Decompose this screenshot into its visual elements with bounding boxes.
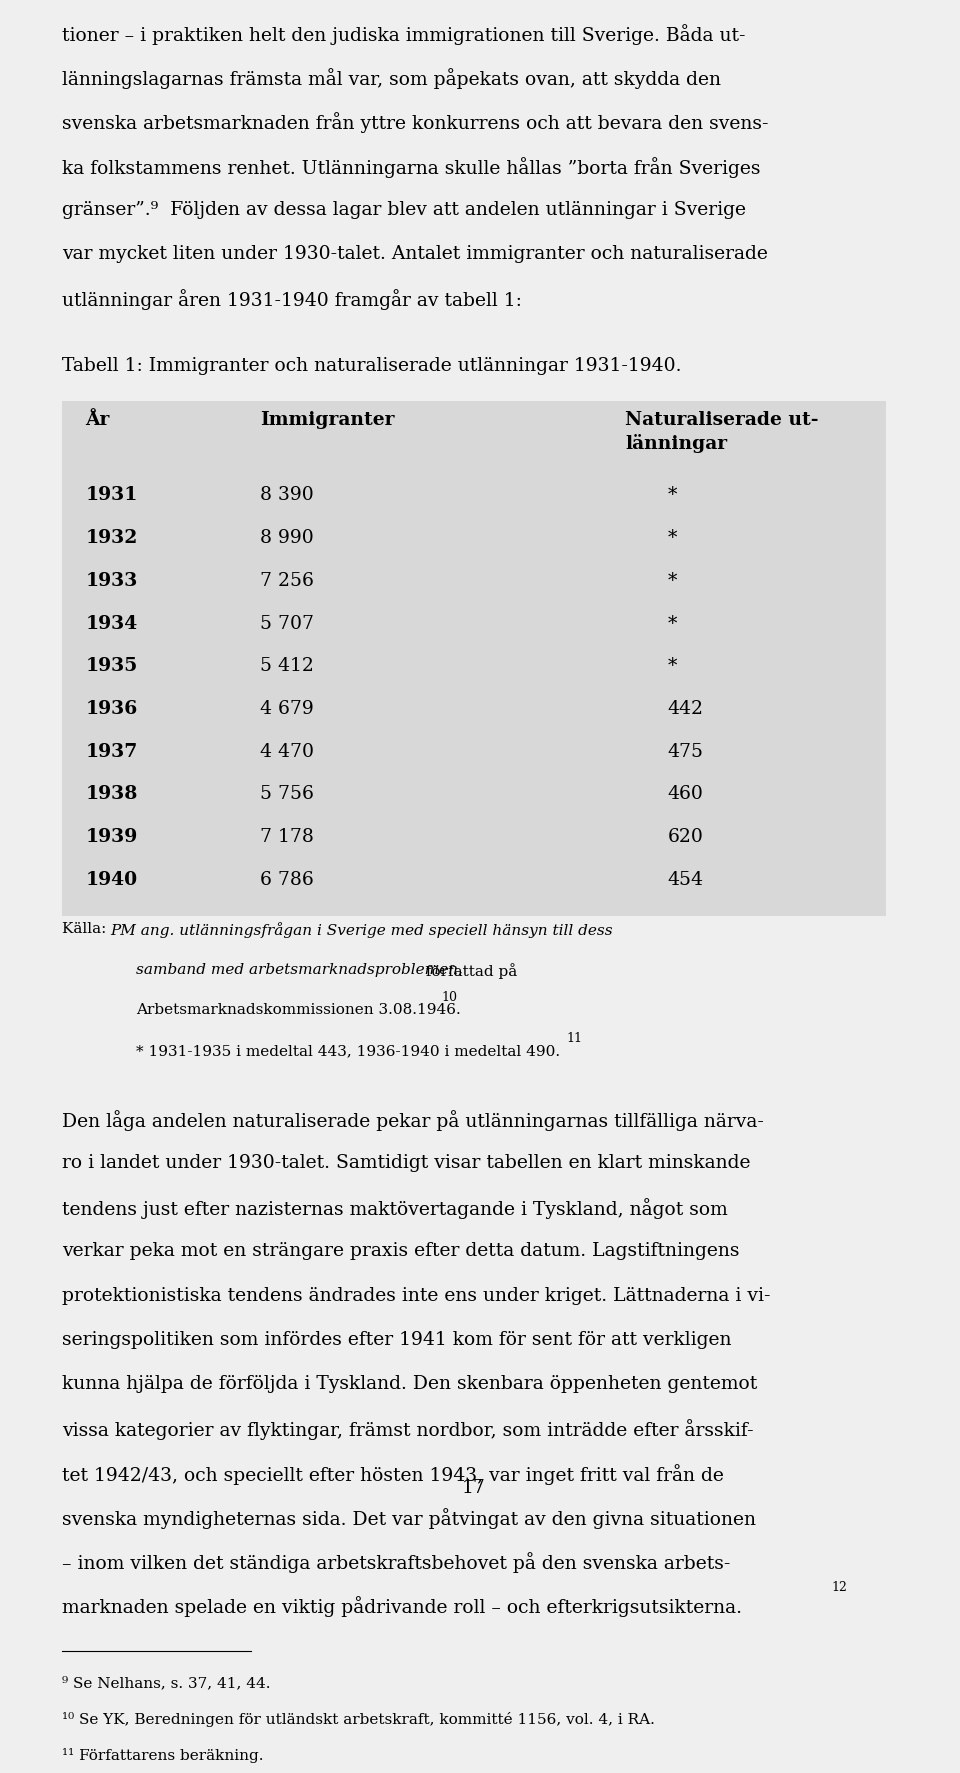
Text: ro i landet under 1930-talet. Samtidigt visar tabellen en klart minskande: ro i landet under 1930-talet. Samtidigt … bbox=[61, 1154, 750, 1172]
Text: *: * bbox=[668, 528, 677, 546]
Text: 1938: 1938 bbox=[85, 785, 137, 803]
Text: – inom vilken det ständiga arbetskraftsbehovet på den svenska arbets-: – inom vilken det ständiga arbetskraftsb… bbox=[61, 1551, 730, 1573]
Text: 5 412: 5 412 bbox=[260, 656, 314, 676]
Text: 7 256: 7 256 bbox=[260, 571, 314, 589]
Text: 1933: 1933 bbox=[85, 571, 137, 589]
Text: svenska arbetsmarknaden från yttre konkurrens och att bevara den svens-: svenska arbetsmarknaden från yttre konku… bbox=[61, 112, 768, 133]
Text: 442: 442 bbox=[668, 700, 704, 718]
Text: Arbetsmarknadskommissionen 3.08.1946.: Arbetsmarknadskommissionen 3.08.1946. bbox=[136, 1004, 461, 1018]
Text: ¹¹ Författarens beräkning.: ¹¹ Författarens beräkning. bbox=[61, 1748, 263, 1762]
Text: 6 786: 6 786 bbox=[260, 871, 314, 888]
Text: seringspolitiken som infördes efter 1941 kom för sent för att verkligen: seringspolitiken som infördes efter 1941… bbox=[61, 1330, 732, 1347]
Text: 1935: 1935 bbox=[85, 656, 137, 676]
Text: marknaden spelade en viktig pådrivande roll – och efterkrigsutsikterna.: marknaden spelade en viktig pådrivande r… bbox=[61, 1596, 741, 1617]
Text: Källa:: Källa: bbox=[61, 922, 110, 936]
Text: verkar peka mot en strängare praxis efter detta datum. Lagstiftningens: verkar peka mot en strängare praxis efte… bbox=[61, 1241, 739, 1261]
Text: ka folkstammens renhet. Utlänningarna skulle hållas ”borta från Sveriges: ka folkstammens renhet. Utlänningarna sk… bbox=[61, 156, 760, 177]
Text: ⁹ Se Nelhans, s. 37, 41, 44.: ⁹ Se Nelhans, s. 37, 41, 44. bbox=[61, 1675, 270, 1690]
Text: var mycket liten under 1930-talet. Antalet immigranter och naturaliserade: var mycket liten under 1930-talet. Antal… bbox=[61, 245, 767, 262]
Text: 1937: 1937 bbox=[85, 743, 137, 761]
Text: 620: 620 bbox=[668, 828, 704, 846]
Text: samband med arbetsmarknadsproblemen,: samband med arbetsmarknadsproblemen, bbox=[136, 963, 464, 977]
Text: 8 390: 8 390 bbox=[260, 486, 314, 504]
Text: Immigranter: Immigranter bbox=[260, 411, 395, 429]
Text: 1940: 1940 bbox=[85, 871, 137, 888]
Text: 8 990: 8 990 bbox=[260, 528, 314, 546]
Text: Tabell 1: Immigranter och naturaliserade utlänningar 1931-1940.: Tabell 1: Immigranter och naturaliserade… bbox=[61, 356, 681, 376]
Bar bbox=[61, 402, 885, 917]
Text: 1939: 1939 bbox=[85, 828, 137, 846]
Text: 1934: 1934 bbox=[85, 613, 137, 633]
Text: gränser”.⁹  Följden av dessa lagar blev att andelen utlänningar i Sverige: gränser”.⁹ Följden av dessa lagar blev a… bbox=[61, 200, 746, 218]
Text: 4 679: 4 679 bbox=[260, 700, 314, 718]
Text: 5 707: 5 707 bbox=[260, 613, 315, 633]
Text: 1936: 1936 bbox=[85, 700, 137, 718]
Text: tioner – i praktiken helt den judiska immigrationen till Sverige. Båda ut-: tioner – i praktiken helt den judiska im… bbox=[61, 25, 745, 44]
Text: Naturaliserade ut-
länningar: Naturaliserade ut- länningar bbox=[625, 411, 819, 452]
Text: författad på: författad på bbox=[420, 963, 516, 979]
Text: ¹⁰ Se YK, Beredningen för utländskt arbetskraft, kommitté 1156, vol. 4, i RA.: ¹⁰ Se YK, Beredningen för utländskt arbe… bbox=[61, 1711, 655, 1727]
Text: tet 1942/43, och speciellt efter hösten 1943, var inget fritt val från de: tet 1942/43, och speciellt efter hösten … bbox=[61, 1463, 724, 1484]
Text: 454: 454 bbox=[668, 871, 704, 888]
Text: 5 756: 5 756 bbox=[260, 785, 314, 803]
Text: 1931: 1931 bbox=[85, 486, 137, 504]
Text: PM ang. utlänningsfrågan i Sverige med speciell hänsyn till dess: PM ang. utlänningsfrågan i Sverige med s… bbox=[109, 922, 612, 938]
Text: 460: 460 bbox=[668, 785, 704, 803]
Text: *: * bbox=[668, 486, 677, 504]
Text: vissa kategorier av flyktingar, främst nordbor, som inträdde efter årsskif-: vissa kategorier av flyktingar, främst n… bbox=[61, 1418, 754, 1440]
Text: 12: 12 bbox=[831, 1580, 848, 1594]
Text: 10: 10 bbox=[442, 991, 457, 1004]
Text: 1932: 1932 bbox=[85, 528, 137, 546]
Text: Den låga andelen naturaliserade pekar på utlänningarnas tillfälliga närva-: Den låga andelen naturaliserade pekar på… bbox=[61, 1110, 763, 1129]
Text: protektionistiska tendens ändrades inte ens under kriget. Lättnaderna i vi-: protektionistiska tendens ändrades inte … bbox=[61, 1285, 770, 1303]
Text: *: * bbox=[668, 571, 677, 589]
Text: tendens just efter nazisternas maktövertagande i Tyskland, något som: tendens just efter nazisternas maktövert… bbox=[61, 1197, 728, 1218]
Text: År: År bbox=[85, 411, 109, 429]
Text: 7 178: 7 178 bbox=[260, 828, 314, 846]
Text: länningslagarnas främsta mål var, som påpekats ovan, att skydda den: länningslagarnas främsta mål var, som på… bbox=[61, 67, 721, 89]
Text: kunna hjälpa de förföljda i Tyskland. Den skenbara öppenheten gentemot: kunna hjälpa de förföljda i Tyskland. De… bbox=[61, 1374, 756, 1392]
Text: 17: 17 bbox=[462, 1479, 486, 1496]
Text: *: * bbox=[668, 656, 677, 676]
Text: utlänningar åren 1931-1940 framgår av tabell 1:: utlänningar åren 1931-1940 framgår av ta… bbox=[61, 289, 521, 310]
Text: svenska myndigheternas sida. Det var påtvingat av den givna situationen: svenska myndigheternas sida. Det var påt… bbox=[61, 1507, 756, 1528]
Text: 475: 475 bbox=[668, 743, 704, 761]
Text: *: * bbox=[668, 613, 677, 633]
Text: 4 470: 4 470 bbox=[260, 743, 315, 761]
Text: 11: 11 bbox=[566, 1032, 583, 1044]
Text: * 1931-1935 i medeltal 443, 1936-1940 i medeltal 490.: * 1931-1935 i medeltal 443, 1936-1940 i … bbox=[136, 1043, 561, 1057]
